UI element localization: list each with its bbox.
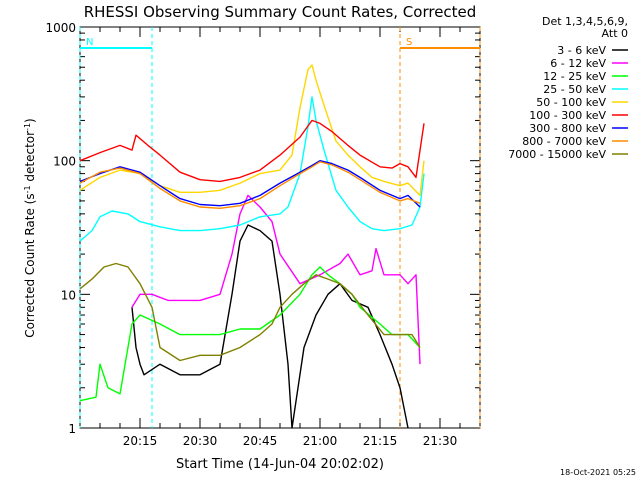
legend-entry-label: 7000 - 15000 keV [508,148,606,161]
y-axis-label-main: Corrected Count Rate (s [23,193,37,337]
y-axis-label-sup1: -1 [23,185,32,193]
legend-entry-label: 25 - 50 keV [543,83,606,96]
legend-entry-label: 800 - 7000 keV [522,135,606,148]
legend-header-line2: Att 0 [602,27,628,40]
series-line-5 [79,119,425,183]
x-tick-label: 21:00 [303,434,338,448]
annotation-label: S [406,37,412,48]
series-line-3 [79,96,425,242]
series-line-1 [131,194,421,365]
y-axis-label-mid: detector [23,131,37,186]
x-tick-label: 20:30 [183,434,218,448]
legend-header-line1: Det 1,3,4,5,6,9, [542,15,628,28]
series-line-4 [79,64,425,197]
plot-frame [79,26,481,429]
legend-entry-label: 50 - 100 keV [536,96,606,109]
y-tick-label: 1000 [45,21,76,35]
x-axis-label: Start Time (14-Jun-04 20:02:02) [176,457,384,472]
x-tick-label: 21:15 [363,434,398,448]
y-axis-label-end: ) [23,118,37,123]
y-tick-label: 100 [53,155,76,169]
chart-title: RHESSI Observing Summary Count Rates, Co… [84,3,477,21]
series-line-2 [79,266,421,402]
tick-layer: 1 10 100 1000 20:15 20:30 20:45 21:00 21:15 21:30 [45,21,480,448]
y-axis-label-sup2: -1 [23,123,32,131]
y-tick-label: 10 [61,288,76,302]
series-line-8 [79,262,421,362]
x-tick-label: 20:15 [123,434,158,448]
legend-entry-label: 12 - 25 keV [543,70,606,83]
series-line-7 [79,161,421,209]
series-layer [79,64,425,429]
y-tick-label: 1 [68,422,76,436]
annotation-label: N [86,37,93,48]
legend-entry-label: 300 - 800 keV [529,122,606,135]
y-axis-label: Corrected Count Rate (s-1 detector-1) [23,118,38,337]
legend-entry-label: 3 - 6 keV [557,44,606,57]
x-tick-label: 20:45 [243,434,278,448]
series-line-0 [131,224,409,429]
timestamp: 18-Oct-2021 05:25 [560,468,636,477]
legend-entry-label: 6 - 12 keV [550,57,606,70]
legend-entry-label: 100 - 300 keV [529,109,606,122]
x-tick-label: 21:30 [423,434,458,448]
series-line-6 [79,160,421,208]
